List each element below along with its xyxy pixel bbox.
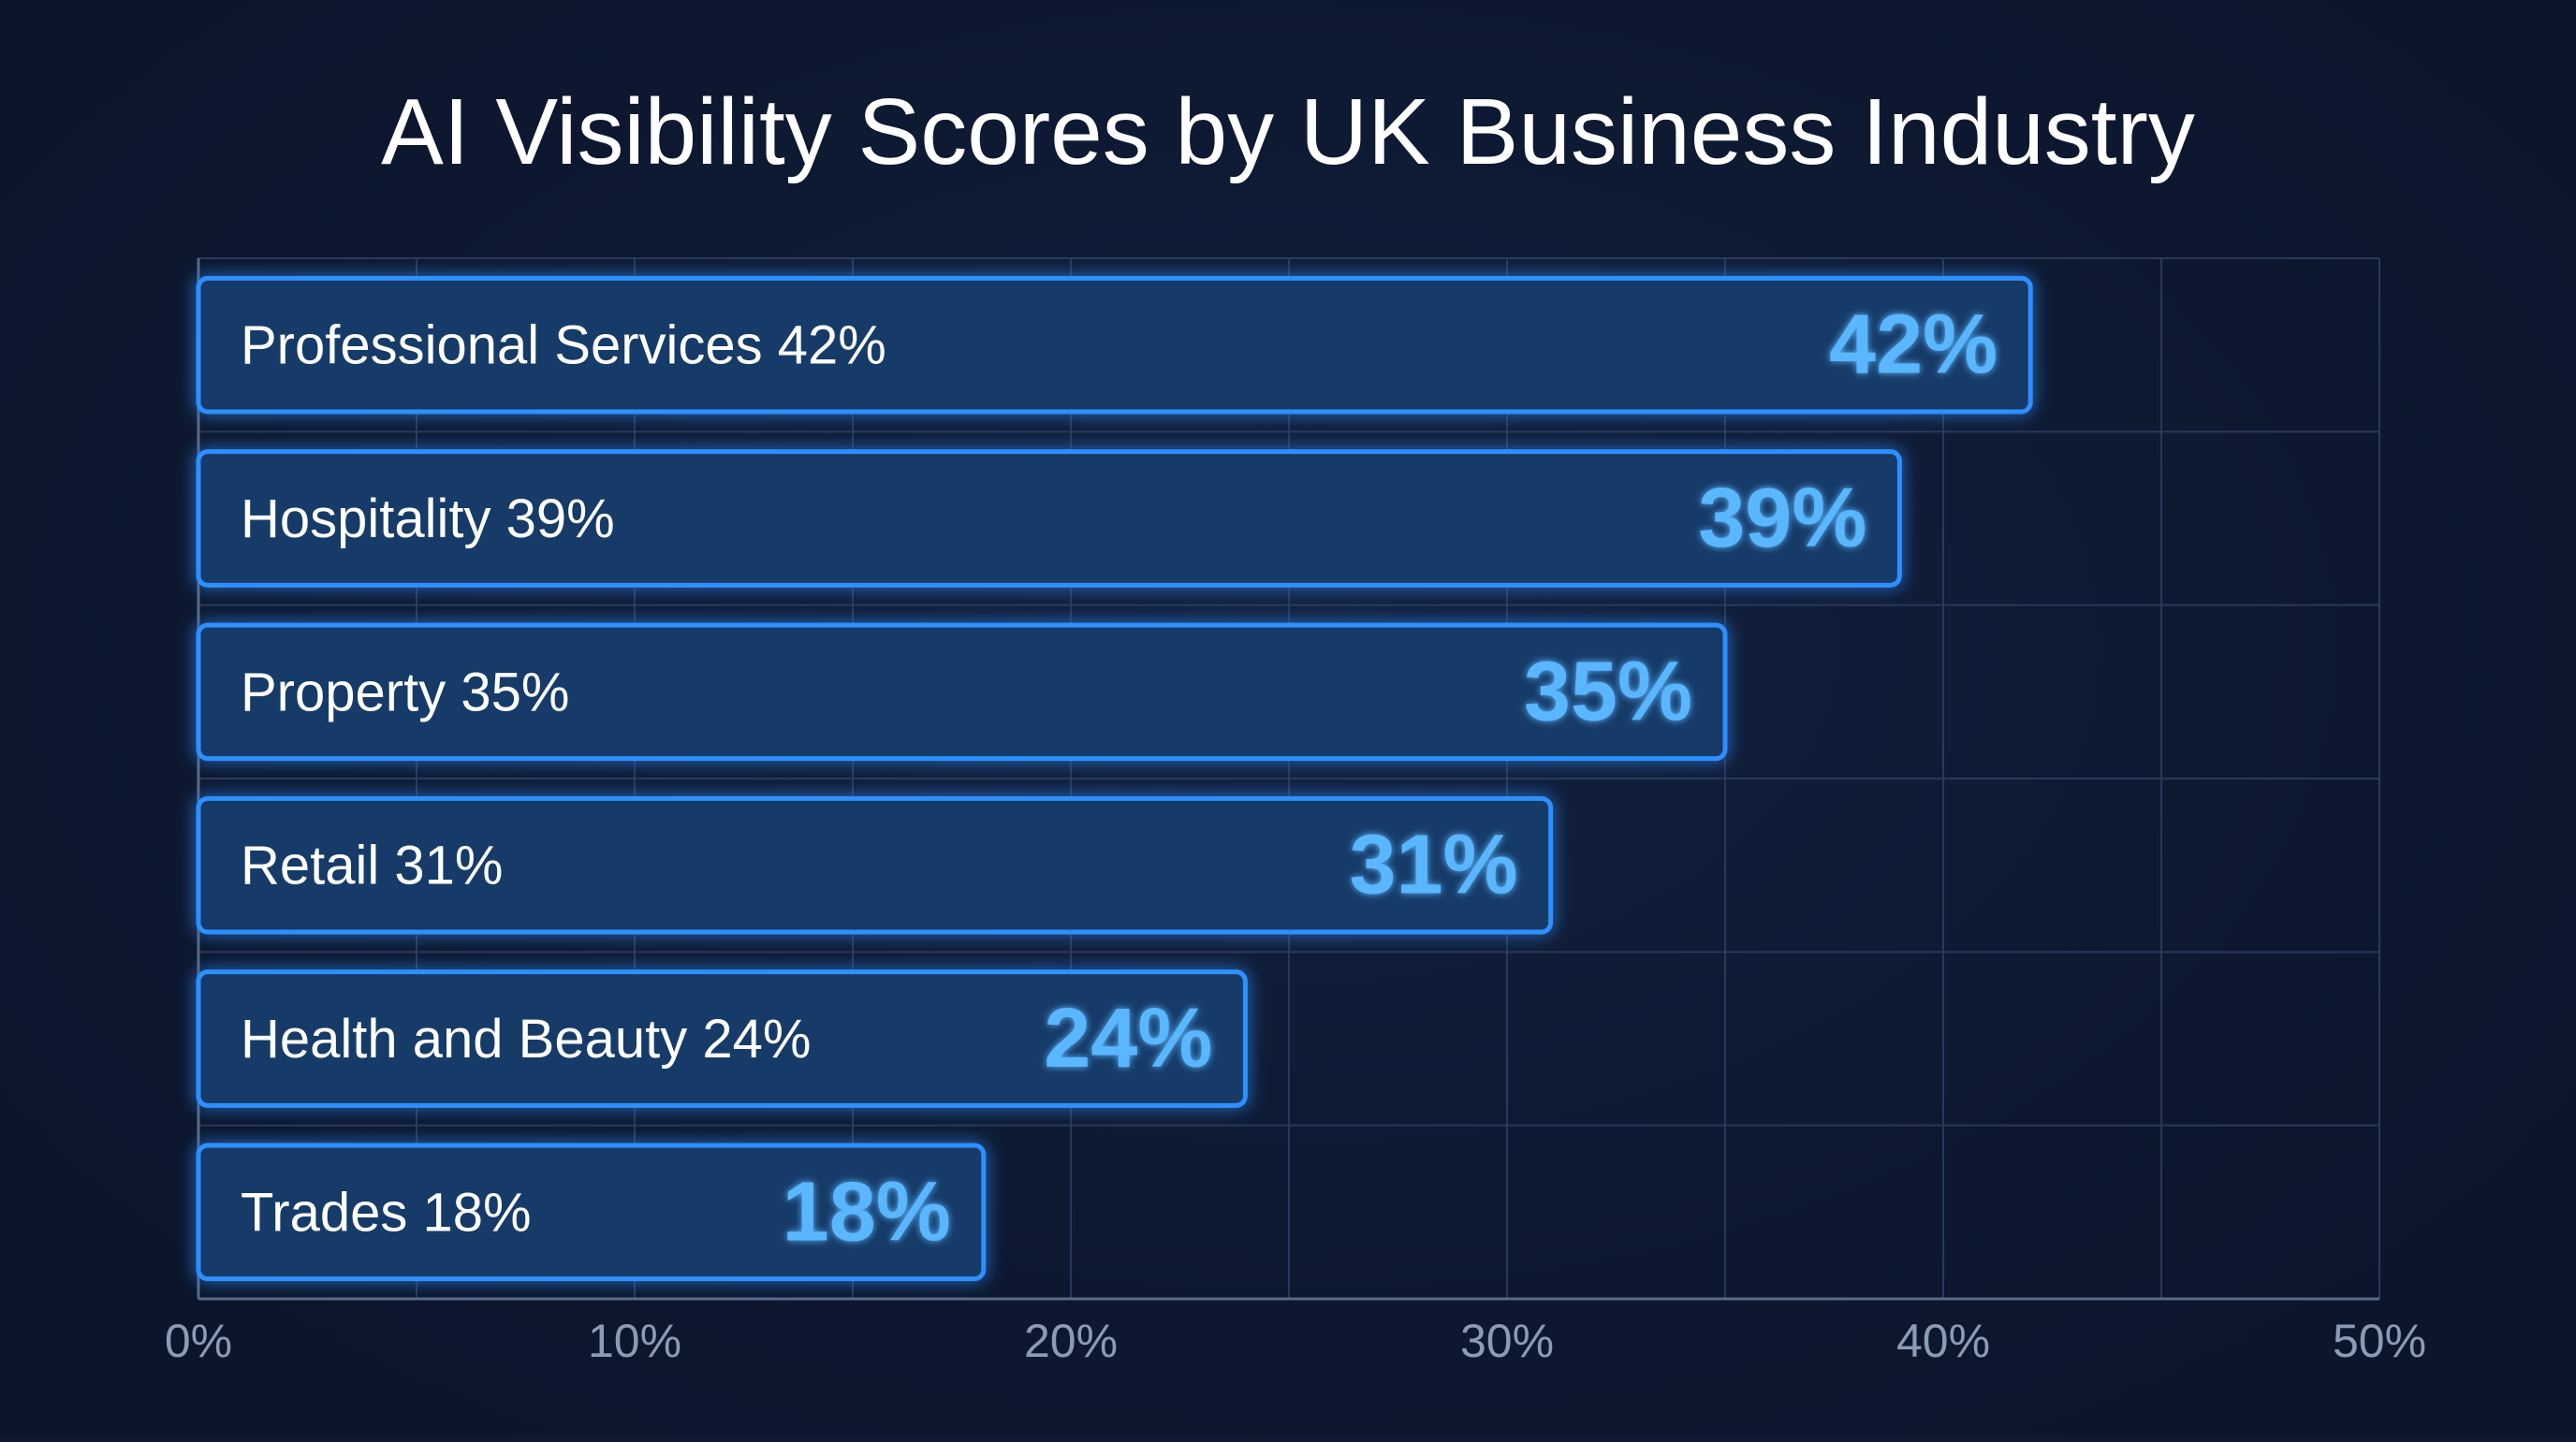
bar-value-label: 42% — [1829, 299, 1998, 392]
x-tick-label: 30% — [1460, 1315, 1554, 1367]
bar-category-label: Hospitality 39% — [241, 488, 615, 549]
bar-value-label: 35% — [1524, 645, 1692, 738]
chart-title: AI Visibility Scores by UK Business Indu… — [381, 80, 2195, 184]
x-tick-label: 50% — [2333, 1315, 2426, 1367]
bar-category-label: Retail 31% — [241, 836, 503, 896]
bar-category-label: Professional Services 42% — [241, 315, 886, 376]
bar-group: Hospitality 39% 39% — [196, 449, 1902, 588]
bar-value-label: 24% — [1044, 992, 1212, 1085]
x-axis-ticks: 0% 10% 20% 30% 40% 50% — [165, 1315, 2426, 1367]
bar-group: Retail 31% 31% — [196, 795, 1554, 935]
bar-category-label: Trades 18% — [241, 1182, 532, 1243]
bar-group: Professional Services 42% 42% — [196, 275, 2033, 415]
bar — [196, 795, 1554, 935]
bar — [196, 449, 1902, 588]
x-tick-label: 10% — [588, 1315, 681, 1367]
bar-category-label: Health and Beauty 24% — [241, 1009, 811, 1070]
bar-group: Trades 18% 18% — [196, 1143, 987, 1282]
x-tick-label: 0% — [165, 1315, 232, 1367]
x-tick-label: 40% — [1896, 1315, 1990, 1367]
bars: Professional Services 42% 42% Hospitality … — [196, 275, 2033, 1282]
bar — [196, 969, 1248, 1108]
x-tick-label: 20% — [1024, 1315, 1118, 1367]
bar — [196, 622, 1728, 762]
bar-value-label: 39% — [1698, 472, 1866, 565]
bar-group: Property 35% 35% — [196, 622, 1728, 762]
bar-group: Health and Beauty 24% 24% — [196, 969, 1248, 1108]
bar — [196, 275, 2033, 415]
grid — [197, 257, 2380, 1301]
bar-value-label: 18% — [783, 1165, 951, 1259]
bar — [196, 1143, 987, 1282]
bar-category-label: Property 35% — [241, 662, 569, 722]
bar-value-label: 31% — [1349, 819, 1517, 912]
